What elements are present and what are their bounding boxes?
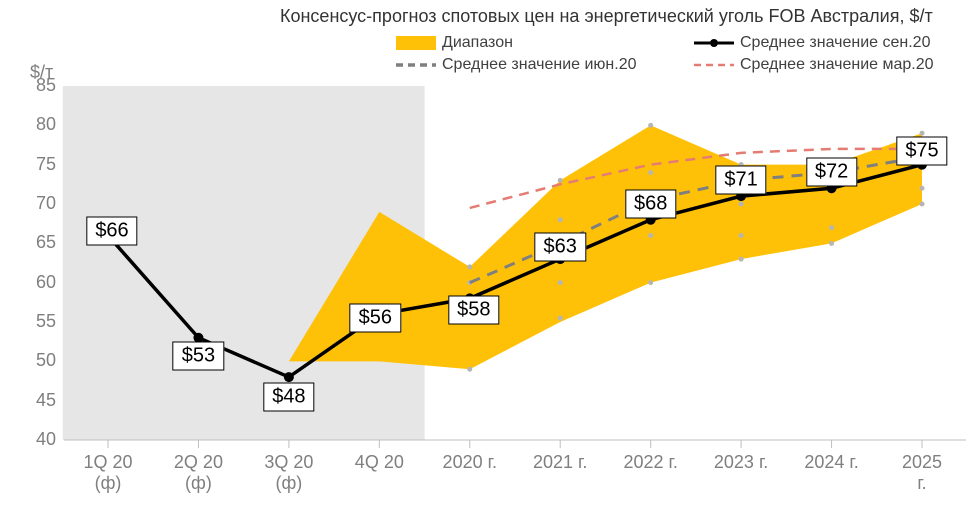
marker-main bbox=[284, 372, 294, 382]
scatter-point bbox=[558, 178, 563, 183]
data-label: $68 bbox=[625, 189, 676, 218]
data-label: $53 bbox=[173, 341, 224, 370]
data-label: $56 bbox=[350, 304, 401, 333]
scatter-point bbox=[739, 257, 744, 262]
scatter-point bbox=[467, 264, 472, 269]
data-label: $58 bbox=[448, 296, 499, 325]
data-label: $72 bbox=[806, 158, 857, 187]
data-label: $66 bbox=[86, 217, 137, 246]
scatter-point bbox=[558, 217, 563, 222]
scatter-point bbox=[739, 233, 744, 238]
scatter-point bbox=[829, 241, 834, 246]
scatter-point bbox=[739, 202, 744, 207]
scatter-point bbox=[648, 123, 653, 128]
scatter-point bbox=[648, 233, 653, 238]
scatter-point bbox=[558, 280, 563, 285]
data-label: $71 bbox=[715, 166, 766, 195]
scatter-point bbox=[920, 186, 925, 191]
scatter-point bbox=[648, 170, 653, 175]
scatter-point bbox=[920, 131, 925, 136]
scatter-point bbox=[648, 280, 653, 285]
data-label: $75 bbox=[896, 136, 947, 165]
scatter-point bbox=[467, 367, 472, 372]
data-label: $63 bbox=[535, 233, 586, 262]
plot-area bbox=[0, 0, 976, 514]
data-label: $48 bbox=[263, 383, 314, 412]
coal-price-chart: Консенсус-прогноз спотовых цен на энерге… bbox=[0, 0, 976, 514]
scatter-point bbox=[829, 225, 834, 230]
scatter-point bbox=[920, 202, 925, 207]
scatter-point bbox=[558, 316, 563, 321]
